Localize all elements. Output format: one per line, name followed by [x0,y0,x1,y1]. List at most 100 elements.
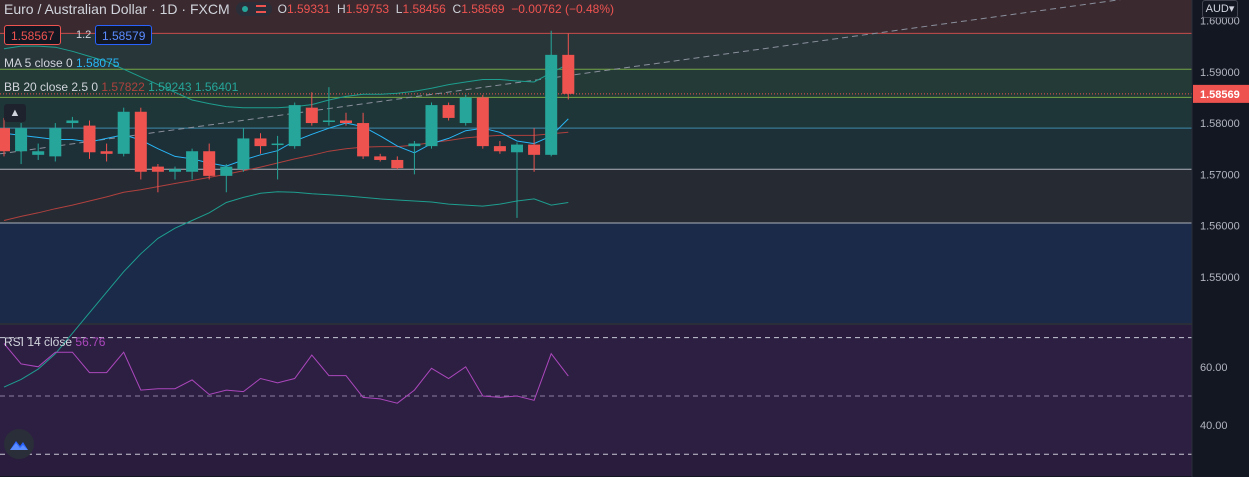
ma-legend[interactable]: MA 5 close 0 1.58075 [4,56,119,70]
buy-price-button[interactable]: 1.58579 [95,25,153,45]
candle-body [186,151,199,172]
candle [476,94,489,149]
candle [493,140,506,154]
price-zones [0,0,1192,323]
candle [305,92,318,126]
candle [357,112,370,159]
ma-legend-value: 1.58075 [76,56,120,70]
price-tick-label: 1.57000 [1200,169,1240,181]
last-price-label: 1.58569 [1200,89,1240,101]
candle [186,148,199,180]
close-value: 1.58569 [461,2,505,16]
candle-body [288,105,301,147]
spread-value: 1.2 [76,29,92,41]
axis-background [1192,0,1249,477]
price-tick-label: 1.59000 [1200,67,1240,79]
candle [408,140,421,175]
candle-body [117,111,130,154]
ma-legend-name: MA 5 close 0 [4,56,73,70]
candle [49,123,62,162]
rsi-legend-value: 56.76 [75,335,106,349]
candle-body [15,128,28,152]
symbol-title[interactable]: Euro / Australian Dollar · 1D · FXCM [4,1,230,17]
rsi-tick-label: 40.00 [1200,420,1228,432]
candle [100,143,113,162]
candle-body [562,54,575,94]
candles[interactable] [0,30,575,218]
candle [15,123,28,165]
sell-price-button[interactable]: 1.58567 [4,25,62,45]
low-value: 1.58456 [402,2,446,16]
candle-body [220,166,233,176]
candle [562,33,575,100]
chart-mode-toggle-icon[interactable] [235,2,272,16]
candle [459,94,472,126]
candle-body [83,125,96,153]
candle [134,107,147,180]
rsi-plot [3,343,569,404]
candle-body [66,120,79,124]
candle-body [254,138,267,147]
candle [288,102,301,149]
bollinger-bands [3,45,569,388]
rsi-legend-name: RSI 14 close [4,335,73,349]
candle-body [322,120,335,122]
candle [442,102,455,121]
price-zone [0,223,1192,323]
chevron-up-icon: ▲ [9,107,21,119]
candle-body [49,128,62,157]
candle [66,116,79,129]
candle [374,153,387,162]
candle-body [0,128,10,152]
chevron-down-icon: ▾ [1228,3,1235,15]
price-zone [0,169,1192,224]
candle [425,102,438,149]
candle [83,120,96,159]
candle-body [391,159,404,169]
candle-body [528,144,541,155]
bb-legend-lower: 1.56401 [194,80,239,94]
candle [271,135,284,180]
candle [117,107,130,157]
bb-basis-line [3,131,569,221]
price-zone [0,33,1192,70]
candle-body [169,169,181,172]
rsi-line [3,343,569,404]
candle [340,112,352,126]
candle [220,164,233,193]
collapse-legend-button[interactable]: ▲ [4,104,26,122]
candle-body [493,146,506,152]
price-zone [0,128,1192,170]
price-zone [0,97,1192,129]
rsi-legend[interactable]: RSI 14 close 56.76 [4,335,105,349]
candle-body [374,156,387,160]
candle [545,30,558,157]
candle-body [476,97,489,147]
candle [391,156,404,170]
candle [203,143,216,180]
change-value: −0.00762 (−0.48%) [511,2,614,16]
currency-selector[interactable]: AUD▾ [1202,0,1238,18]
symbol-header: Euro / Australian Dollar · 1D · FXCM O1.… [4,0,614,18]
bb-legend-name: BB 20 close 2.5 0 [4,80,99,94]
candle [237,128,250,172]
candle-body [340,120,352,124]
ohlc-readout: O1.59331 H1.59753 L1.58456 C1.58569 −0.0… [277,2,614,16]
candle-body [511,144,523,153]
candle-body [545,54,558,155]
candle-body [459,97,472,124]
candle-body [305,107,318,124]
candle [169,166,181,180]
candle-body [408,143,421,147]
trend-line [0,0,1122,155]
price-tick-label: 1.56000 [1200,221,1240,233]
candle-body [425,105,438,147]
price-tick-label: 1.60000 [1200,16,1240,28]
rsi-pane-background [0,323,1192,476]
bb-legend[interactable]: BB 20 close 2.5 0 1.57822 1.59243 1.5640… [4,80,238,94]
candle [322,87,335,126]
bb-legend-upper: 1.59243 [148,80,192,94]
tradingview-logo-icon[interactable] [4,429,34,459]
price-axis[interactable]: 1.60000 1.59000 1.58000 1.57000 1.56000 1.550… [1191,0,1249,477]
